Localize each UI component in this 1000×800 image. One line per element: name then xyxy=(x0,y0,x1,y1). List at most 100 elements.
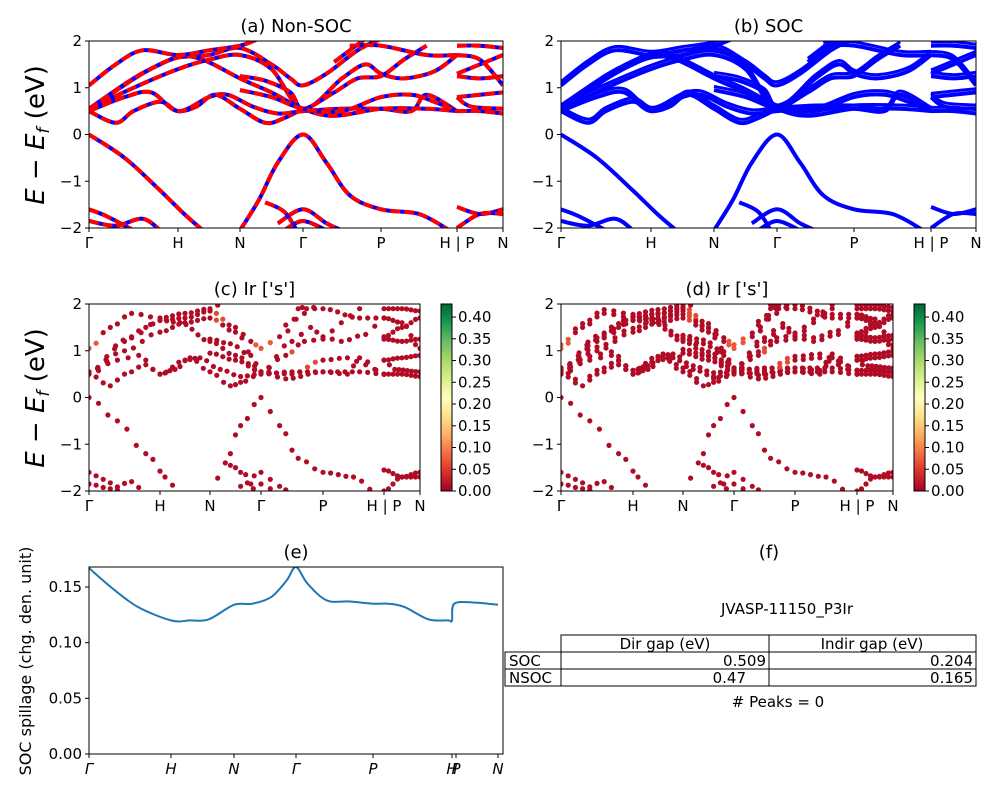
projection-point-soc-split xyxy=(667,314,674,320)
projection-point xyxy=(194,317,201,323)
projection-point xyxy=(373,315,379,321)
band-line-spin-up xyxy=(89,207,134,228)
projection-point-soc-split xyxy=(593,333,599,339)
band-line-soc xyxy=(929,95,976,111)
projection-point xyxy=(580,486,586,491)
projection-point xyxy=(620,314,627,320)
projection-point xyxy=(169,482,176,488)
projection-point xyxy=(277,423,283,429)
projection-point-soc-split xyxy=(674,312,680,318)
projection-point xyxy=(680,336,686,342)
projection-point xyxy=(854,371,860,377)
projection-point-soc-split xyxy=(886,365,892,371)
projection-point xyxy=(220,354,226,360)
projection-point xyxy=(359,478,365,484)
band-line-spin-up xyxy=(89,89,459,116)
projection-point-soc-split xyxy=(565,336,571,342)
projection-point-soc-split xyxy=(829,351,835,357)
projection-point xyxy=(335,369,341,375)
projection-point xyxy=(786,329,792,335)
projection-point xyxy=(403,338,410,344)
projection-point-soc-split xyxy=(726,338,732,344)
projection-point xyxy=(95,366,101,372)
projection-point xyxy=(683,363,690,370)
y-tick-label: −2 xyxy=(60,482,82,500)
projection-point-soc-split xyxy=(881,316,887,322)
projection-point xyxy=(93,340,99,346)
projection-point xyxy=(176,315,182,321)
projection-point xyxy=(712,359,718,365)
band-line-soc-split xyxy=(930,49,976,83)
projection-point-soc-split xyxy=(670,351,676,357)
projection-point-soc-split xyxy=(686,307,693,313)
projection-point xyxy=(129,369,135,375)
projection-point xyxy=(365,315,371,321)
projection-point xyxy=(761,447,768,453)
projection-point xyxy=(811,338,817,344)
projection-point-soc-split xyxy=(769,365,775,371)
projection-point xyxy=(403,354,410,360)
band-line-spin-down xyxy=(89,216,161,228)
projection-point-soc-split xyxy=(655,307,661,313)
projection-point xyxy=(673,365,679,371)
band-line-spin-up xyxy=(89,132,204,228)
projection-point xyxy=(312,306,318,312)
projection-point xyxy=(112,346,118,352)
projection-point-soc-split xyxy=(587,317,593,323)
projection-point xyxy=(716,472,722,478)
projection-point xyxy=(277,334,283,340)
projection-point xyxy=(606,442,612,448)
band-line-spin-down xyxy=(349,42,458,58)
projection-point xyxy=(863,306,869,312)
peaks-count-label: # Peaks = 0 xyxy=(732,693,824,711)
projection-point xyxy=(408,333,414,339)
projection-point xyxy=(655,310,661,316)
projection-point xyxy=(807,309,813,315)
projection-point xyxy=(194,308,201,314)
projection-point xyxy=(349,314,355,320)
y-label-E: E xyxy=(21,188,51,205)
projection-point-soc-split xyxy=(611,326,617,332)
projection-point xyxy=(243,472,249,478)
projection-point xyxy=(295,455,301,461)
projection-point xyxy=(784,306,790,312)
projection-point xyxy=(885,353,892,359)
projection-point xyxy=(182,315,188,321)
projection-point xyxy=(188,310,194,316)
projection-point xyxy=(385,316,392,322)
projection-point-soc-split xyxy=(567,362,573,368)
projection-point xyxy=(390,481,396,487)
colorbar-tick-label: 0.15 xyxy=(931,417,964,435)
projection-point xyxy=(138,330,144,336)
projection-point xyxy=(693,345,699,351)
band-line-spin-up xyxy=(456,53,503,76)
projection-point-soc-split xyxy=(885,338,892,344)
projection-point xyxy=(757,328,764,334)
projection-point-soc-split xyxy=(636,311,642,317)
projection-point xyxy=(320,306,326,312)
band-line-spin-up xyxy=(456,43,503,50)
x-tick-label: Γ xyxy=(85,234,94,252)
y-label-E: E xyxy=(21,451,51,468)
projection-point xyxy=(89,469,92,475)
projection-point xyxy=(680,369,686,375)
projection-point xyxy=(381,315,387,321)
projection-point xyxy=(593,337,599,343)
projection-point xyxy=(412,308,419,314)
projection-point xyxy=(801,328,807,334)
projection-point xyxy=(381,371,387,377)
projection-point xyxy=(660,356,666,363)
projection-point-soc-split xyxy=(673,361,679,368)
projection-point xyxy=(746,370,752,376)
panel-d-ir-s-projection: (d) Ir ['s']210−1−2Γ H N Γ P H | P N0.000.050.… xyxy=(532,279,965,515)
projection-point xyxy=(239,335,245,341)
projection-point xyxy=(93,482,99,488)
projection-point-soc-split xyxy=(694,336,700,342)
panel-title: (d) Ir ['s'] xyxy=(686,279,769,300)
x-tick-label: N xyxy=(887,497,898,515)
projection-point xyxy=(635,474,641,480)
projection-point-soc-split xyxy=(876,320,883,326)
projection-point xyxy=(572,330,579,336)
projection-point-soc-split xyxy=(690,363,696,369)
projection-point xyxy=(594,348,600,354)
